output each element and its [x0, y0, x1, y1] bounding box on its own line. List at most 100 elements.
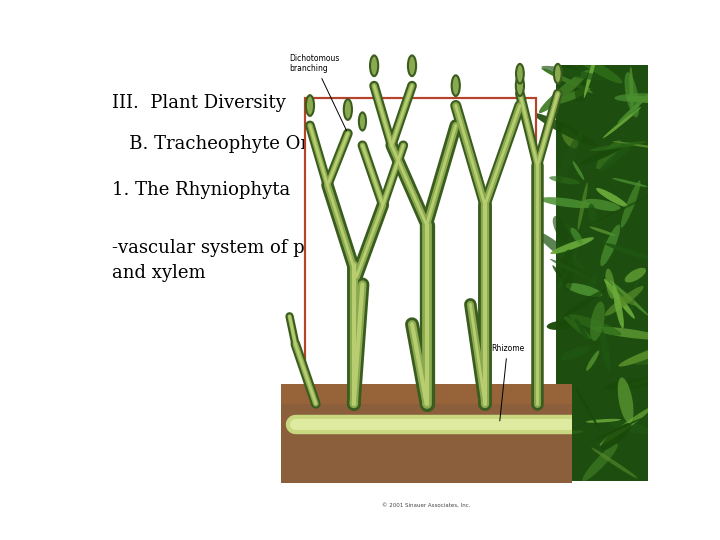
- Ellipse shape: [562, 127, 578, 148]
- Ellipse shape: [610, 280, 649, 316]
- Ellipse shape: [600, 407, 652, 446]
- Ellipse shape: [610, 421, 651, 434]
- Ellipse shape: [554, 88, 590, 104]
- Ellipse shape: [575, 387, 600, 430]
- Ellipse shape: [570, 228, 582, 244]
- Ellipse shape: [614, 93, 666, 102]
- Ellipse shape: [588, 195, 649, 225]
- Ellipse shape: [607, 285, 636, 305]
- Ellipse shape: [586, 419, 621, 423]
- Ellipse shape: [541, 66, 606, 80]
- Ellipse shape: [534, 113, 597, 147]
- Ellipse shape: [561, 346, 590, 360]
- Bar: [305, 98, 536, 439]
- Ellipse shape: [550, 237, 594, 254]
- Ellipse shape: [370, 56, 378, 76]
- Ellipse shape: [564, 316, 592, 339]
- Ellipse shape: [549, 176, 580, 184]
- Ellipse shape: [562, 289, 607, 316]
- Ellipse shape: [584, 199, 621, 211]
- Ellipse shape: [590, 301, 605, 341]
- Ellipse shape: [605, 243, 657, 261]
- Ellipse shape: [599, 142, 634, 171]
- Text: -vascular system of phloem
and xylem: -vascular system of phloem and xylem: [112, 239, 361, 282]
- Ellipse shape: [575, 80, 587, 102]
- Ellipse shape: [588, 204, 597, 226]
- Bar: [281, 384, 572, 483]
- Ellipse shape: [540, 197, 593, 208]
- Ellipse shape: [618, 377, 634, 423]
- Ellipse shape: [550, 259, 590, 280]
- Ellipse shape: [561, 222, 585, 240]
- Ellipse shape: [621, 180, 641, 228]
- Ellipse shape: [630, 276, 638, 316]
- Text: Rhizome: Rhizome: [491, 344, 524, 421]
- Ellipse shape: [562, 249, 574, 292]
- Ellipse shape: [451, 75, 460, 96]
- Ellipse shape: [359, 112, 366, 131]
- Ellipse shape: [603, 240, 614, 256]
- Ellipse shape: [600, 225, 620, 266]
- Ellipse shape: [554, 64, 562, 84]
- Ellipse shape: [408, 56, 416, 76]
- Ellipse shape: [605, 286, 644, 316]
- Ellipse shape: [618, 344, 673, 367]
- Ellipse shape: [584, 43, 600, 98]
- Ellipse shape: [572, 161, 585, 180]
- Ellipse shape: [552, 265, 567, 285]
- Ellipse shape: [541, 68, 593, 93]
- Ellipse shape: [604, 279, 635, 319]
- Ellipse shape: [626, 96, 666, 103]
- Ellipse shape: [617, 93, 652, 123]
- Ellipse shape: [565, 283, 603, 297]
- Text: III.  Plant Diversity: III. Plant Diversity: [112, 94, 286, 112]
- Ellipse shape: [516, 75, 524, 96]
- Bar: [556, 65, 648, 481]
- Ellipse shape: [558, 251, 577, 289]
- Text: Dichotomous
branching: Dichotomous branching: [289, 54, 346, 131]
- Ellipse shape: [590, 227, 616, 236]
- Ellipse shape: [613, 285, 624, 328]
- Ellipse shape: [516, 64, 523, 84]
- Ellipse shape: [629, 66, 634, 108]
- Ellipse shape: [600, 327, 611, 371]
- Ellipse shape: [306, 95, 314, 116]
- Ellipse shape: [558, 430, 583, 435]
- Ellipse shape: [546, 321, 575, 330]
- Text: 1. The Rhyniophyta: 1. The Rhyniophyta: [112, 181, 291, 199]
- Text: B. Tracheophyte Origins: B. Tracheophyte Origins: [112, 136, 354, 153]
- Ellipse shape: [539, 70, 589, 113]
- Ellipse shape: [625, 268, 646, 282]
- Ellipse shape: [553, 216, 569, 241]
- Ellipse shape: [536, 231, 583, 269]
- Ellipse shape: [555, 392, 565, 418]
- Ellipse shape: [612, 178, 647, 187]
- Ellipse shape: [577, 183, 588, 231]
- Ellipse shape: [606, 268, 615, 299]
- Ellipse shape: [569, 314, 621, 336]
- Ellipse shape: [552, 56, 581, 76]
- Ellipse shape: [612, 141, 677, 151]
- Ellipse shape: [590, 141, 646, 151]
- Ellipse shape: [604, 378, 659, 390]
- Ellipse shape: [585, 275, 598, 295]
- Ellipse shape: [628, 355, 665, 365]
- Ellipse shape: [586, 350, 599, 371]
- Ellipse shape: [580, 146, 624, 165]
- Ellipse shape: [557, 132, 582, 184]
- Bar: [281, 384, 572, 404]
- Ellipse shape: [343, 99, 352, 120]
- Ellipse shape: [600, 423, 631, 450]
- Ellipse shape: [591, 448, 637, 478]
- Ellipse shape: [624, 72, 639, 117]
- Ellipse shape: [572, 52, 622, 84]
- Ellipse shape: [590, 418, 642, 442]
- Ellipse shape: [575, 319, 588, 340]
- Ellipse shape: [619, 378, 654, 389]
- Ellipse shape: [582, 444, 618, 481]
- Ellipse shape: [596, 140, 621, 169]
- Ellipse shape: [603, 107, 641, 138]
- Text: © 2001 Sinauer Associates, Inc.: © 2001 Sinauer Associates, Inc.: [382, 503, 471, 508]
- Ellipse shape: [593, 327, 663, 340]
- Ellipse shape: [596, 188, 628, 207]
